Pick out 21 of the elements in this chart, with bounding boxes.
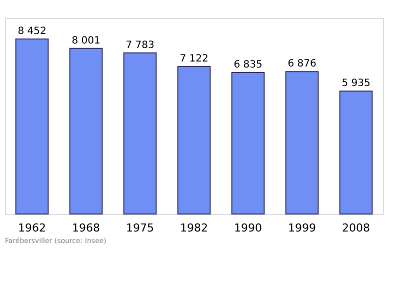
bar xyxy=(69,48,103,214)
data-label: 6 876 xyxy=(288,58,316,70)
bar xyxy=(339,90,373,214)
x-tick-label: 1962 xyxy=(18,222,46,234)
bar xyxy=(177,66,211,214)
x-tick-label: 1975 xyxy=(126,222,154,234)
bar xyxy=(123,52,157,214)
x-tick-label: 1968 xyxy=(72,222,100,234)
x-tick-label: 1982 xyxy=(180,222,208,234)
x-tick-label: 1999 xyxy=(288,222,316,234)
data-label: 7 122 xyxy=(180,54,208,65)
bar xyxy=(15,38,49,214)
bar xyxy=(285,71,319,214)
data-label: 7 783 xyxy=(126,40,154,51)
data-label: 5 935 xyxy=(342,78,370,90)
bar xyxy=(231,72,265,214)
data-label: 8 452 xyxy=(18,26,46,37)
x-tick-label: 2008 xyxy=(342,222,370,234)
x-tick-label: 1990 xyxy=(234,222,262,234)
data-label: 6 835 xyxy=(234,59,262,70)
data-label: 8 001 xyxy=(72,35,100,46)
